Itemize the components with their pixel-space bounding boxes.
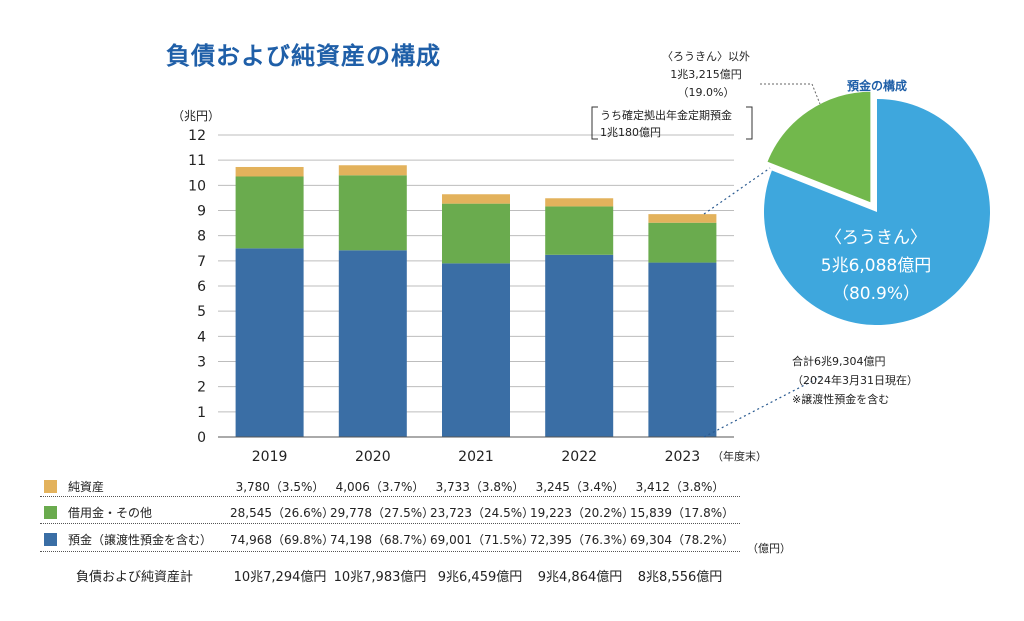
table-cell: 74,198（68.7%） [330, 533, 435, 547]
callout-leader-other [760, 83, 821, 105]
bar-segment [648, 214, 717, 223]
pie-slice-other [764, 89, 873, 206]
bracket-left [591, 106, 598, 140]
row-divider [40, 523, 740, 524]
bracket-right [746, 106, 753, 140]
row-divider [40, 551, 740, 552]
bar-segment [648, 262, 717, 437]
bar-segment [442, 263, 510, 437]
table-total-row: 負債および純資産計 10兆7,294億円 10兆7,983億円 9兆6,459億… [40, 566, 740, 588]
row-label: 借用金・その他 [68, 506, 153, 520]
table-cell: 3,412（3.8%） [635, 480, 725, 494]
y-tick-label: 2 [197, 380, 206, 396]
y-tick-label: 8 [197, 229, 206, 245]
callout-other-amount: 1兆3,215億円 [670, 68, 742, 81]
row-label: 純資産 [68, 480, 105, 494]
bar-segment [235, 176, 304, 249]
connector-bottom [703, 375, 823, 438]
y-axis-label: （兆円） [172, 109, 220, 123]
pie-label-name: 〈ろうきん〉 [825, 228, 927, 248]
bar-segment [442, 203, 510, 264]
callout-total-line1: 合計6兆9,304億円 [792, 354, 886, 368]
x-tick-label: 2023 [665, 449, 701, 465]
table-cell: 69,304（78.2%） [630, 533, 735, 547]
total-label: 負債および純資産計 [76, 570, 194, 585]
callout-fixed-line2: 1兆180億円 [600, 126, 661, 139]
y-tick-label: 1 [197, 405, 206, 421]
bar-segment [338, 175, 407, 251]
callout-total-line2: （2024年3月31日現在） [792, 373, 918, 387]
callout-total-line3: ※譲渡性預金を含む [792, 392, 889, 406]
x-tick-label: 2021 [458, 449, 494, 465]
table-row-deposits: 預金（譲渡性預金を含む） 74,968（69.8%） 74,198（68.7%）… [40, 529, 740, 551]
bar-segment [648, 222, 717, 263]
x-tick-label: 2019 [252, 449, 288, 465]
pie-label-pct: （80.9%） [832, 284, 920, 304]
y-tick-label: 5 [197, 304, 206, 320]
y-tick-label: 6 [197, 279, 206, 295]
total-cell: 10兆7,294億円 [233, 570, 327, 585]
pie-title: 預金の構成 [847, 78, 907, 93]
connector-top [703, 167, 771, 215]
pie-slice-main [764, 99, 990, 326]
table-cell: 3,245（3.4%） [535, 480, 625, 494]
bar-segment [338, 250, 407, 437]
bar-segment [545, 206, 614, 255]
callout-fixed-line1: うち確定拠出年金定期預金 [600, 108, 732, 122]
total-cell: 9兆4,864億円 [537, 570, 623, 585]
bar-segment [235, 248, 304, 437]
table-cell: 4,006（3.7%） [335, 480, 425, 494]
x-axis-label: （年度末） [712, 449, 767, 463]
y-tick-label: 12 [188, 128, 206, 144]
bar-segment [235, 166, 304, 177]
y-tick-label: 0 [197, 430, 206, 446]
table-cell: 3,780（3.5%） [235, 480, 325, 494]
callout-other-pct: （19.0%） [678, 86, 735, 99]
y-tick-label: 9 [197, 204, 206, 220]
table-cell: 74,968（69.8%） [230, 533, 335, 547]
table-row-net-assets: 純資産 3,780（3.5%） 4,006（3.7%） 3,733（3.8%） … [40, 476, 740, 498]
pie-chart: 預金の構成〈ろうきん〉 5兆6,088億円 （80.9%） [764, 78, 990, 326]
y-tick-label: 10 [188, 178, 206, 194]
table-cell: 69,001（71.5%） [430, 533, 535, 547]
table-cell: 72,395（76.3%） [530, 533, 635, 547]
table-cell: 3,733（3.8%） [435, 480, 525, 494]
bar-segment [545, 254, 614, 437]
y-tick-label: 3 [197, 355, 206, 371]
y-tick-label: 11 [188, 153, 206, 169]
total-cell: 10兆7,983億円 [333, 570, 427, 585]
table-cell: 23,723（24.5%） [430, 506, 535, 520]
row-label: 預金（譲渡性預金を含む） [68, 533, 213, 547]
x-tick-label: 2022 [561, 449, 597, 465]
callouts: 〈ろうきん〉以外 1兆3,215億円 （19.0%） うち確定拠出年金定期預金 1兆18… [591, 50, 918, 438]
legend-swatch-borrowings [44, 506, 57, 519]
pie-label-amount: 5兆6,088億円 [821, 256, 931, 276]
y-tick-label: 4 [197, 329, 206, 345]
row-divider [40, 496, 740, 497]
legend-swatch-deposits [44, 533, 57, 546]
table-cell: 29,778（27.5%） [330, 506, 435, 520]
page-title: 負債および純資産の構成 [166, 42, 441, 70]
bar-segment [442, 194, 510, 204]
table-cell: 19,223（20.2%） [530, 506, 635, 520]
table-unit-label: （億円） [747, 542, 791, 555]
total-cell: 8兆8,556億円 [637, 570, 723, 585]
bar-segment [338, 165, 407, 176]
x-tick-label: 2020 [355, 449, 391, 465]
callout-other-name: 〈ろうきん〉以外 [662, 50, 750, 63]
y-tick-label: 7 [197, 254, 206, 270]
table-row-borrowings: 借用金・その他 28,545（26.6%） 29,778（27.5%） 23,7… [40, 502, 740, 524]
table-cell: 15,839（17.8%） [630, 506, 735, 520]
legend-swatch-net-assets [44, 480, 57, 493]
stacked-bars [235, 165, 717, 437]
bar-segment [545, 198, 614, 207]
total-cell: 9兆6,459億円 [437, 570, 523, 585]
table-cell: 28,545（26.6%） [230, 506, 335, 520]
